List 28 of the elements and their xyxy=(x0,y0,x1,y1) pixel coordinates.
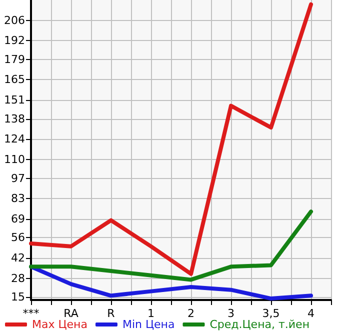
x-tick-label: *** xyxy=(22,307,40,320)
y-tick-label: 42 xyxy=(11,251,25,264)
y-tick-label: 56 xyxy=(11,231,25,244)
legend-label: Max Цена xyxy=(32,318,88,331)
y-tick-label: 110 xyxy=(4,152,25,166)
x-tick-label: RA xyxy=(64,307,79,320)
x-tick-label: 3,5 xyxy=(262,307,280,320)
y-tick-label: 206 xyxy=(4,14,25,27)
x-tick-label: 2 xyxy=(188,307,194,320)
x-tick-label: 3 xyxy=(228,307,234,320)
x-tick-label: R xyxy=(107,307,116,320)
y-tick-label: 192 xyxy=(4,34,25,48)
y-tick-label: 83 xyxy=(11,192,25,206)
y-tick-label: 15 xyxy=(11,290,25,304)
x-tick-label: 1 xyxy=(148,307,154,320)
y-tick-label: 124 xyxy=(4,132,25,146)
y-tick-label: 151 xyxy=(4,94,25,106)
y-tick-label: 69 xyxy=(11,212,25,226)
legend-label: Сред.Цена, т.йен xyxy=(210,318,310,331)
y-tick-label: 138 xyxy=(4,112,25,126)
y-tick-label: 28 xyxy=(11,272,25,285)
line-series xyxy=(29,2,313,276)
y-tick-label: 97 xyxy=(11,172,25,185)
line-series xyxy=(29,210,313,282)
y-tick-label: 165 xyxy=(4,73,25,86)
legend-label: Min Цена xyxy=(122,318,175,331)
y-tick-label: 179 xyxy=(4,52,25,66)
x-tick-label: 4 xyxy=(308,307,314,320)
